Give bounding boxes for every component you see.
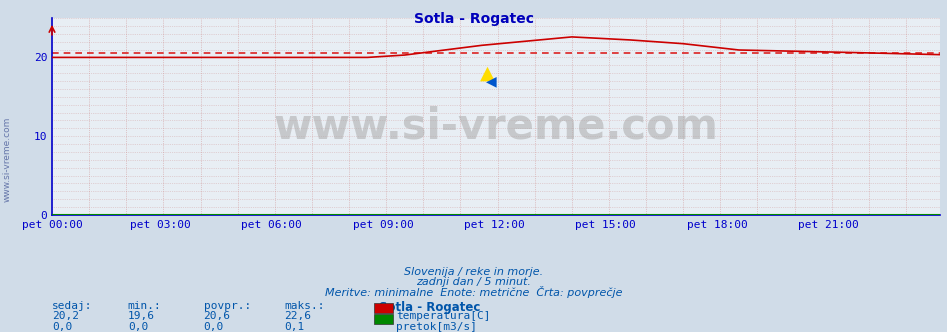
Text: 0,0: 0,0 — [204, 322, 223, 332]
Text: 20,2: 20,2 — [52, 311, 80, 321]
Text: pretok[m3/s]: pretok[m3/s] — [396, 322, 477, 332]
Text: sedaj:: sedaj: — [52, 301, 93, 311]
Text: www.si-vreme.com: www.si-vreme.com — [274, 105, 719, 147]
Text: 0,0: 0,0 — [128, 322, 148, 332]
Text: Meritve: minimalne  Enote: metrične  Črta: povprečje: Meritve: minimalne Enote: metrične Črta:… — [325, 286, 622, 298]
Text: 0,0: 0,0 — [52, 322, 72, 332]
Text: Sotla - Rogatec: Sotla - Rogatec — [414, 12, 533, 26]
Text: povpr.:: povpr.: — [204, 301, 251, 311]
Text: Sotla - Rogatec: Sotla - Rogatec — [379, 301, 480, 314]
Text: 20,6: 20,6 — [204, 311, 231, 321]
Text: zadnji dan / 5 minut.: zadnji dan / 5 minut. — [416, 277, 531, 287]
Text: 22,6: 22,6 — [284, 311, 312, 321]
Text: ◀: ◀ — [486, 74, 497, 88]
Text: Slovenija / reke in morje.: Slovenija / reke in morje. — [404, 267, 543, 277]
Text: www.si-vreme.com: www.si-vreme.com — [3, 117, 12, 202]
Text: min.:: min.: — [128, 301, 162, 311]
Text: ▲: ▲ — [479, 64, 494, 83]
Text: 19,6: 19,6 — [128, 311, 155, 321]
Text: 0,1: 0,1 — [284, 322, 304, 332]
Text: temperatura[C]: temperatura[C] — [396, 311, 491, 321]
Text: maks.:: maks.: — [284, 301, 325, 311]
